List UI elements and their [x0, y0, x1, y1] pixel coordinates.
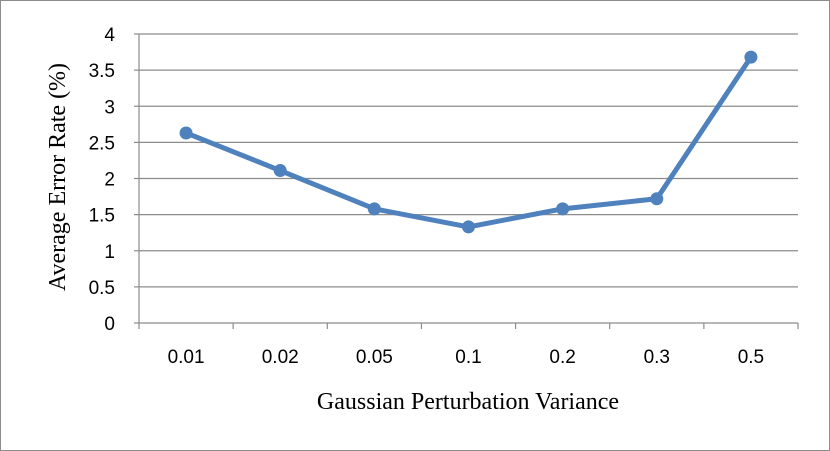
- x-tick-label: 0.1: [455, 347, 481, 368]
- data-point-0.05: [367, 202, 381, 216]
- x-tick-labels: 0.01 0.02 0.05 0.1 0.2 0.3 0.5: [168, 347, 765, 368]
- y-tick-label: 4: [104, 25, 115, 46]
- y-tick-label: 0: [104, 314, 115, 335]
- y-tick-label: 0.5: [89, 278, 115, 299]
- data-point-0.2: [556, 202, 570, 216]
- x-axis-title: Gaussian Perturbation Variance: [317, 389, 619, 415]
- data-point-0.1: [462, 220, 475, 234]
- series: [179, 50, 758, 234]
- data-point-0.01: [179, 126, 193, 140]
- data-point-0.5: [744, 50, 758, 64]
- data-point-0.02: [273, 164, 287, 178]
- x-tick-label: 0.3: [644, 347, 670, 368]
- x-tick-label: 0.05: [356, 347, 393, 368]
- y-tick-labels: 0 0.5 1 1.5 2 2.5 3 3.5 4: [89, 25, 116, 335]
- x-tick-label: 0.01: [168, 347, 205, 368]
- x-tick-label: 0.02: [262, 347, 299, 368]
- y-tick-label: 2.5: [89, 133, 115, 154]
- y-tick-label: 3.5: [89, 61, 115, 82]
- y-tick-label: 3: [104, 97, 115, 118]
- gridlines: [139, 33, 798, 288]
- x-tick-label: 0.5: [738, 347, 764, 368]
- y-tick-label: 1.5: [89, 206, 115, 227]
- y-tick-label: 1: [104, 242, 115, 263]
- data-point-0.3: [650, 192, 664, 206]
- y-tick-label: 2: [104, 170, 115, 191]
- x-tick-label: 0.2: [549, 347, 575, 368]
- axes: [134, 33, 799, 329]
- y-axis-title: Average Error Rate (%): [45, 63, 71, 291]
